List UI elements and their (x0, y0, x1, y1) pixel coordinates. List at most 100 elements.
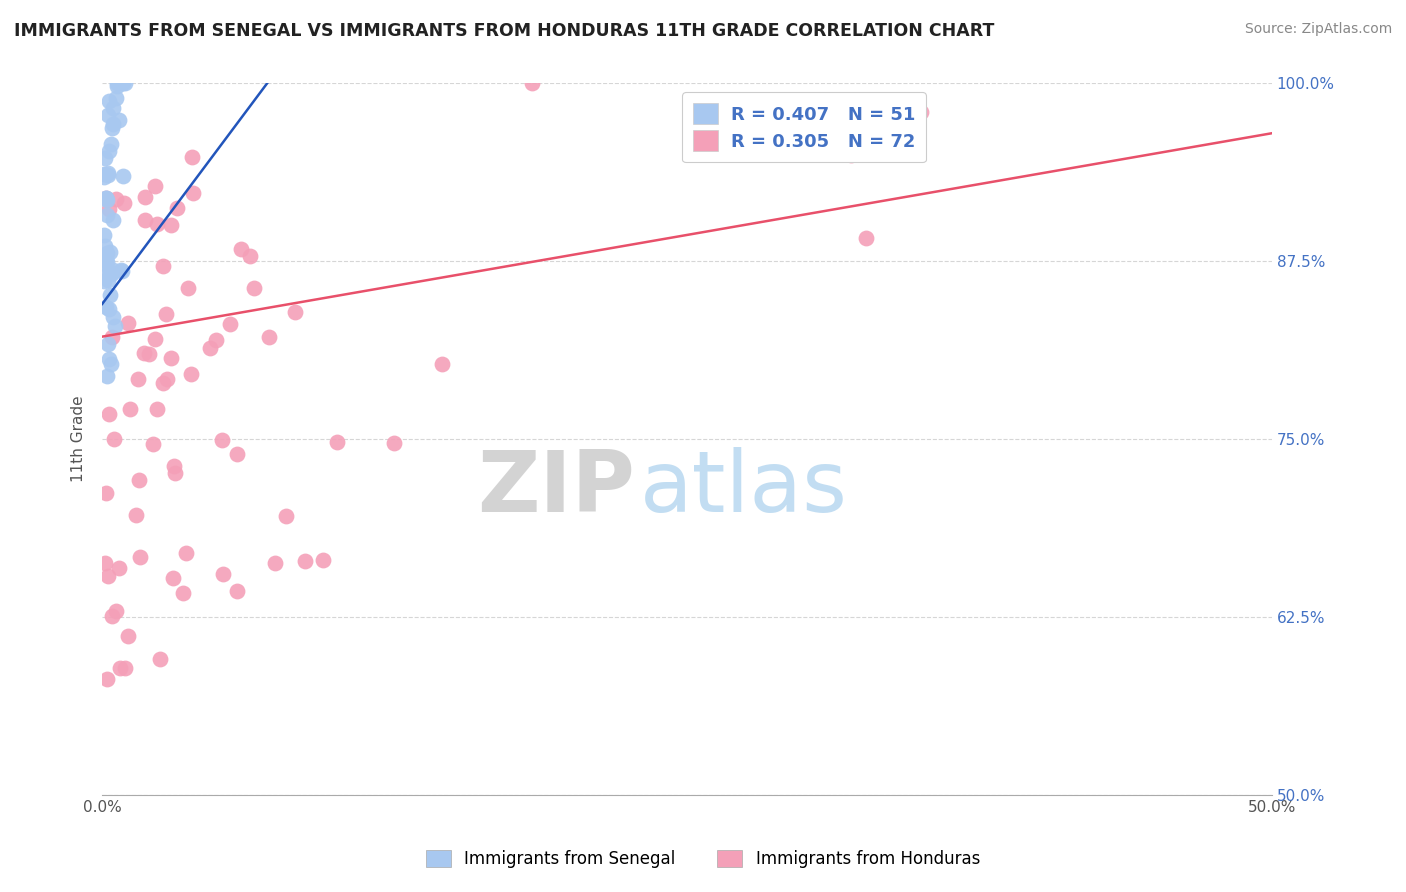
Immigrants from Honduras (294, 554, 316, 568)
Immigrants from Honduras (108, 661, 131, 675)
Immigrants from Honduras (166, 201, 188, 215)
Y-axis label: 11th Grade: 11th Grade (72, 396, 86, 483)
Immigrants from Senegal (93, 257, 115, 271)
Immigrants from Honduras (284, 305, 307, 319)
Immigrants from Senegal (94, 151, 117, 165)
Immigrants from Honduras (94, 556, 117, 570)
Immigrants from Honduras (326, 435, 349, 450)
Immigrants from Senegal (94, 250, 117, 264)
Immigrants from Honduras (128, 474, 150, 488)
Immigrants from Honduras (160, 218, 183, 232)
Immigrants from Honduras (97, 569, 120, 583)
Immigrants from Honduras (226, 447, 249, 461)
Legend: R = 0.407   N = 51, R = 0.305   N = 72: R = 0.407 N = 51, R = 0.305 N = 72 (682, 93, 927, 162)
Immigrants from Senegal (96, 255, 118, 269)
Immigrants from Honduras (430, 357, 453, 371)
Immigrants from Honduras (181, 150, 204, 164)
Immigrants from Honduras (125, 508, 148, 523)
Immigrants from Honduras (143, 178, 166, 193)
Immigrants from Senegal (97, 169, 120, 183)
Immigrants from Honduras (149, 652, 172, 666)
Immigrants from Senegal (96, 108, 118, 122)
Immigrants from Senegal (96, 369, 118, 384)
Immigrants from Honduras (94, 485, 117, 500)
Immigrants from Honduras (200, 342, 222, 356)
Immigrants from Honduras (177, 281, 200, 295)
Immigrants from Senegal (101, 101, 124, 115)
Immigrants from Senegal (101, 121, 124, 136)
Text: ZIP: ZIP (477, 448, 634, 531)
Immigrants from Honduras (839, 147, 862, 161)
Immigrants from Honduras (211, 433, 233, 447)
Immigrants from Honduras (103, 432, 125, 446)
Immigrants from Honduras (263, 557, 285, 571)
Immigrants from Honduras (181, 186, 204, 201)
Immigrants from Senegal (101, 263, 124, 277)
Immigrants from Honduras (205, 333, 228, 347)
Immigrants from Senegal (100, 136, 122, 151)
Immigrants from Honduras (94, 191, 117, 205)
Immigrants from Honduras (163, 458, 186, 473)
Immigrants from Senegal (111, 264, 134, 278)
Immigrants from Honduras (142, 436, 165, 450)
Immigrants from Senegal (98, 287, 121, 301)
Immigrants from Honduras (243, 281, 266, 295)
Immigrants from Honduras (180, 367, 202, 381)
Immigrants from Honduras (855, 231, 877, 245)
Immigrants from Honduras (312, 553, 335, 567)
Immigrants from Honduras (117, 317, 139, 331)
Immigrants from Senegal (94, 239, 117, 253)
Immigrants from Senegal (103, 117, 125, 131)
Text: atlas: atlas (640, 448, 848, 531)
Immigrants from Senegal (97, 144, 120, 158)
Immigrants from Honduras (118, 401, 141, 416)
Immigrants from Honduras (382, 435, 405, 450)
Immigrants from Senegal (93, 227, 115, 242)
Immigrants from Senegal (110, 263, 132, 277)
Immigrants from Honduras (152, 259, 174, 273)
Immigrants from Honduras (96, 672, 118, 686)
Immigrants from Senegal (101, 266, 124, 280)
Immigrants from Senegal (96, 193, 118, 207)
Immigrants from Senegal (97, 273, 120, 287)
Immigrants from Honduras (104, 193, 127, 207)
Immigrants from Honduras (910, 104, 932, 119)
Immigrants from Senegal (98, 245, 121, 260)
Immigrants from Honduras (100, 330, 122, 344)
Immigrants from Senegal (98, 267, 121, 281)
Immigrants from Senegal (100, 267, 122, 281)
Immigrants from Senegal (110, 77, 132, 91)
Immigrants from Honduras (155, 308, 177, 322)
Immigrants from Senegal (100, 357, 122, 371)
Immigrants from Honduras (108, 561, 131, 575)
Immigrants from Honduras (231, 242, 253, 256)
Immigrants from Senegal (96, 191, 118, 205)
Immigrants from Honduras (146, 402, 169, 417)
Immigrants from Honduras (117, 629, 139, 643)
Immigrants from Honduras (219, 318, 242, 332)
Immigrants from Senegal (101, 310, 124, 324)
Immigrants from Honduras (134, 189, 156, 203)
Immigrants from Senegal (112, 77, 135, 91)
Immigrants from Honduras (128, 550, 150, 565)
Immigrants from Senegal (93, 167, 115, 181)
Legend: Immigrants from Senegal, Immigrants from Honduras: Immigrants from Senegal, Immigrants from… (419, 843, 987, 875)
Text: Source: ZipAtlas.com: Source: ZipAtlas.com (1244, 22, 1392, 37)
Immigrants from Honduras (239, 249, 262, 263)
Immigrants from Honduras (143, 332, 166, 346)
Immigrants from Honduras (211, 566, 233, 581)
Immigrants from Senegal (105, 91, 128, 105)
Immigrants from Senegal (94, 268, 117, 282)
Immigrants from Honduras (160, 351, 183, 366)
Immigrants from Senegal (98, 301, 121, 316)
Immigrants from Senegal (96, 208, 118, 222)
Immigrants from Senegal (108, 112, 131, 127)
Immigrants from Senegal (93, 274, 115, 288)
Immigrants from Honduras (152, 376, 174, 390)
Immigrants from Honduras (134, 212, 156, 227)
Text: IMMIGRANTS FROM SENEGAL VS IMMIGRANTS FROM HONDURAS 11TH GRADE CORRELATION CHART: IMMIGRANTS FROM SENEGAL VS IMMIGRANTS FR… (14, 22, 994, 40)
Immigrants from Senegal (94, 300, 117, 314)
Immigrants from Honduras (127, 372, 149, 386)
Immigrants from Senegal (98, 94, 121, 108)
Immigrants from Honduras (174, 546, 197, 560)
